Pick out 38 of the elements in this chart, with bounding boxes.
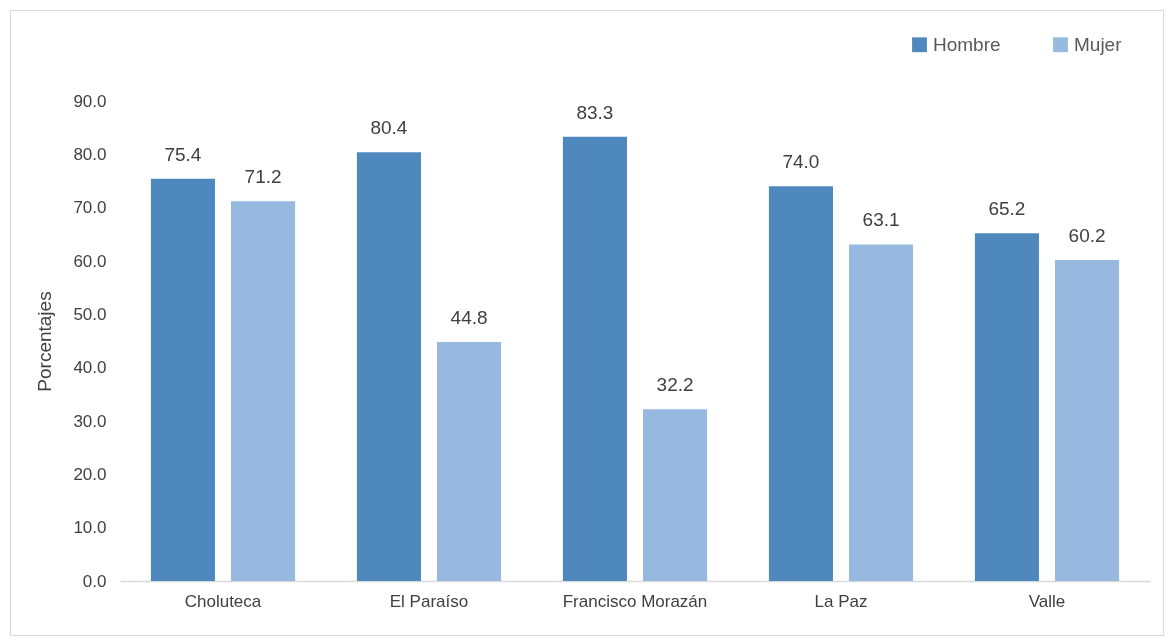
y-tick-label: 40.0 xyxy=(73,358,107,378)
bar xyxy=(1055,259,1120,581)
bar xyxy=(849,244,914,581)
bar xyxy=(768,186,833,581)
bar xyxy=(150,178,215,581)
bar xyxy=(231,201,296,581)
y-tick-label: 90.0 xyxy=(73,91,107,111)
data-label: 32.2 xyxy=(656,374,694,396)
bar xyxy=(643,409,708,581)
data-label: 63.1 xyxy=(862,209,900,231)
data-label: 83.3 xyxy=(576,101,614,123)
data-label: 71.2 xyxy=(244,166,282,188)
legend-label: Mujer xyxy=(1074,33,1123,55)
y-tick-label: 60.0 xyxy=(73,251,107,271)
x-tick-label: El Paraíso xyxy=(389,591,469,611)
data-label: 60.2 xyxy=(1068,224,1106,246)
y-tick-label: 10.0 xyxy=(73,518,107,538)
bar xyxy=(974,233,1039,581)
legend-label: Hombre xyxy=(933,33,1001,55)
y-tick-label: 50.0 xyxy=(73,304,107,324)
y-axis-title: Porcentajes xyxy=(34,291,56,392)
y-tick-label: 20.0 xyxy=(73,464,107,484)
bar xyxy=(437,342,502,581)
y-tick-label: 80.0 xyxy=(73,144,107,164)
bar xyxy=(356,152,421,581)
bar xyxy=(562,136,627,581)
y-tick-label: 30.0 xyxy=(73,411,107,431)
data-label: 74.0 xyxy=(782,151,820,173)
y-tick-label: 0.0 xyxy=(82,571,107,591)
x-tick-label: Francisco Morazán xyxy=(562,591,708,611)
data-label: 44.8 xyxy=(450,307,488,329)
x-tick-label: Choluteca xyxy=(184,591,262,611)
data-label: 75.4 xyxy=(164,143,202,165)
y-tick-label: 70.0 xyxy=(73,198,107,218)
data-label: 65.2 xyxy=(988,198,1026,220)
x-tick-label: Valle xyxy=(1028,591,1066,611)
data-label: 80.4 xyxy=(370,117,408,139)
x-tick-label: La Paz xyxy=(814,591,868,611)
